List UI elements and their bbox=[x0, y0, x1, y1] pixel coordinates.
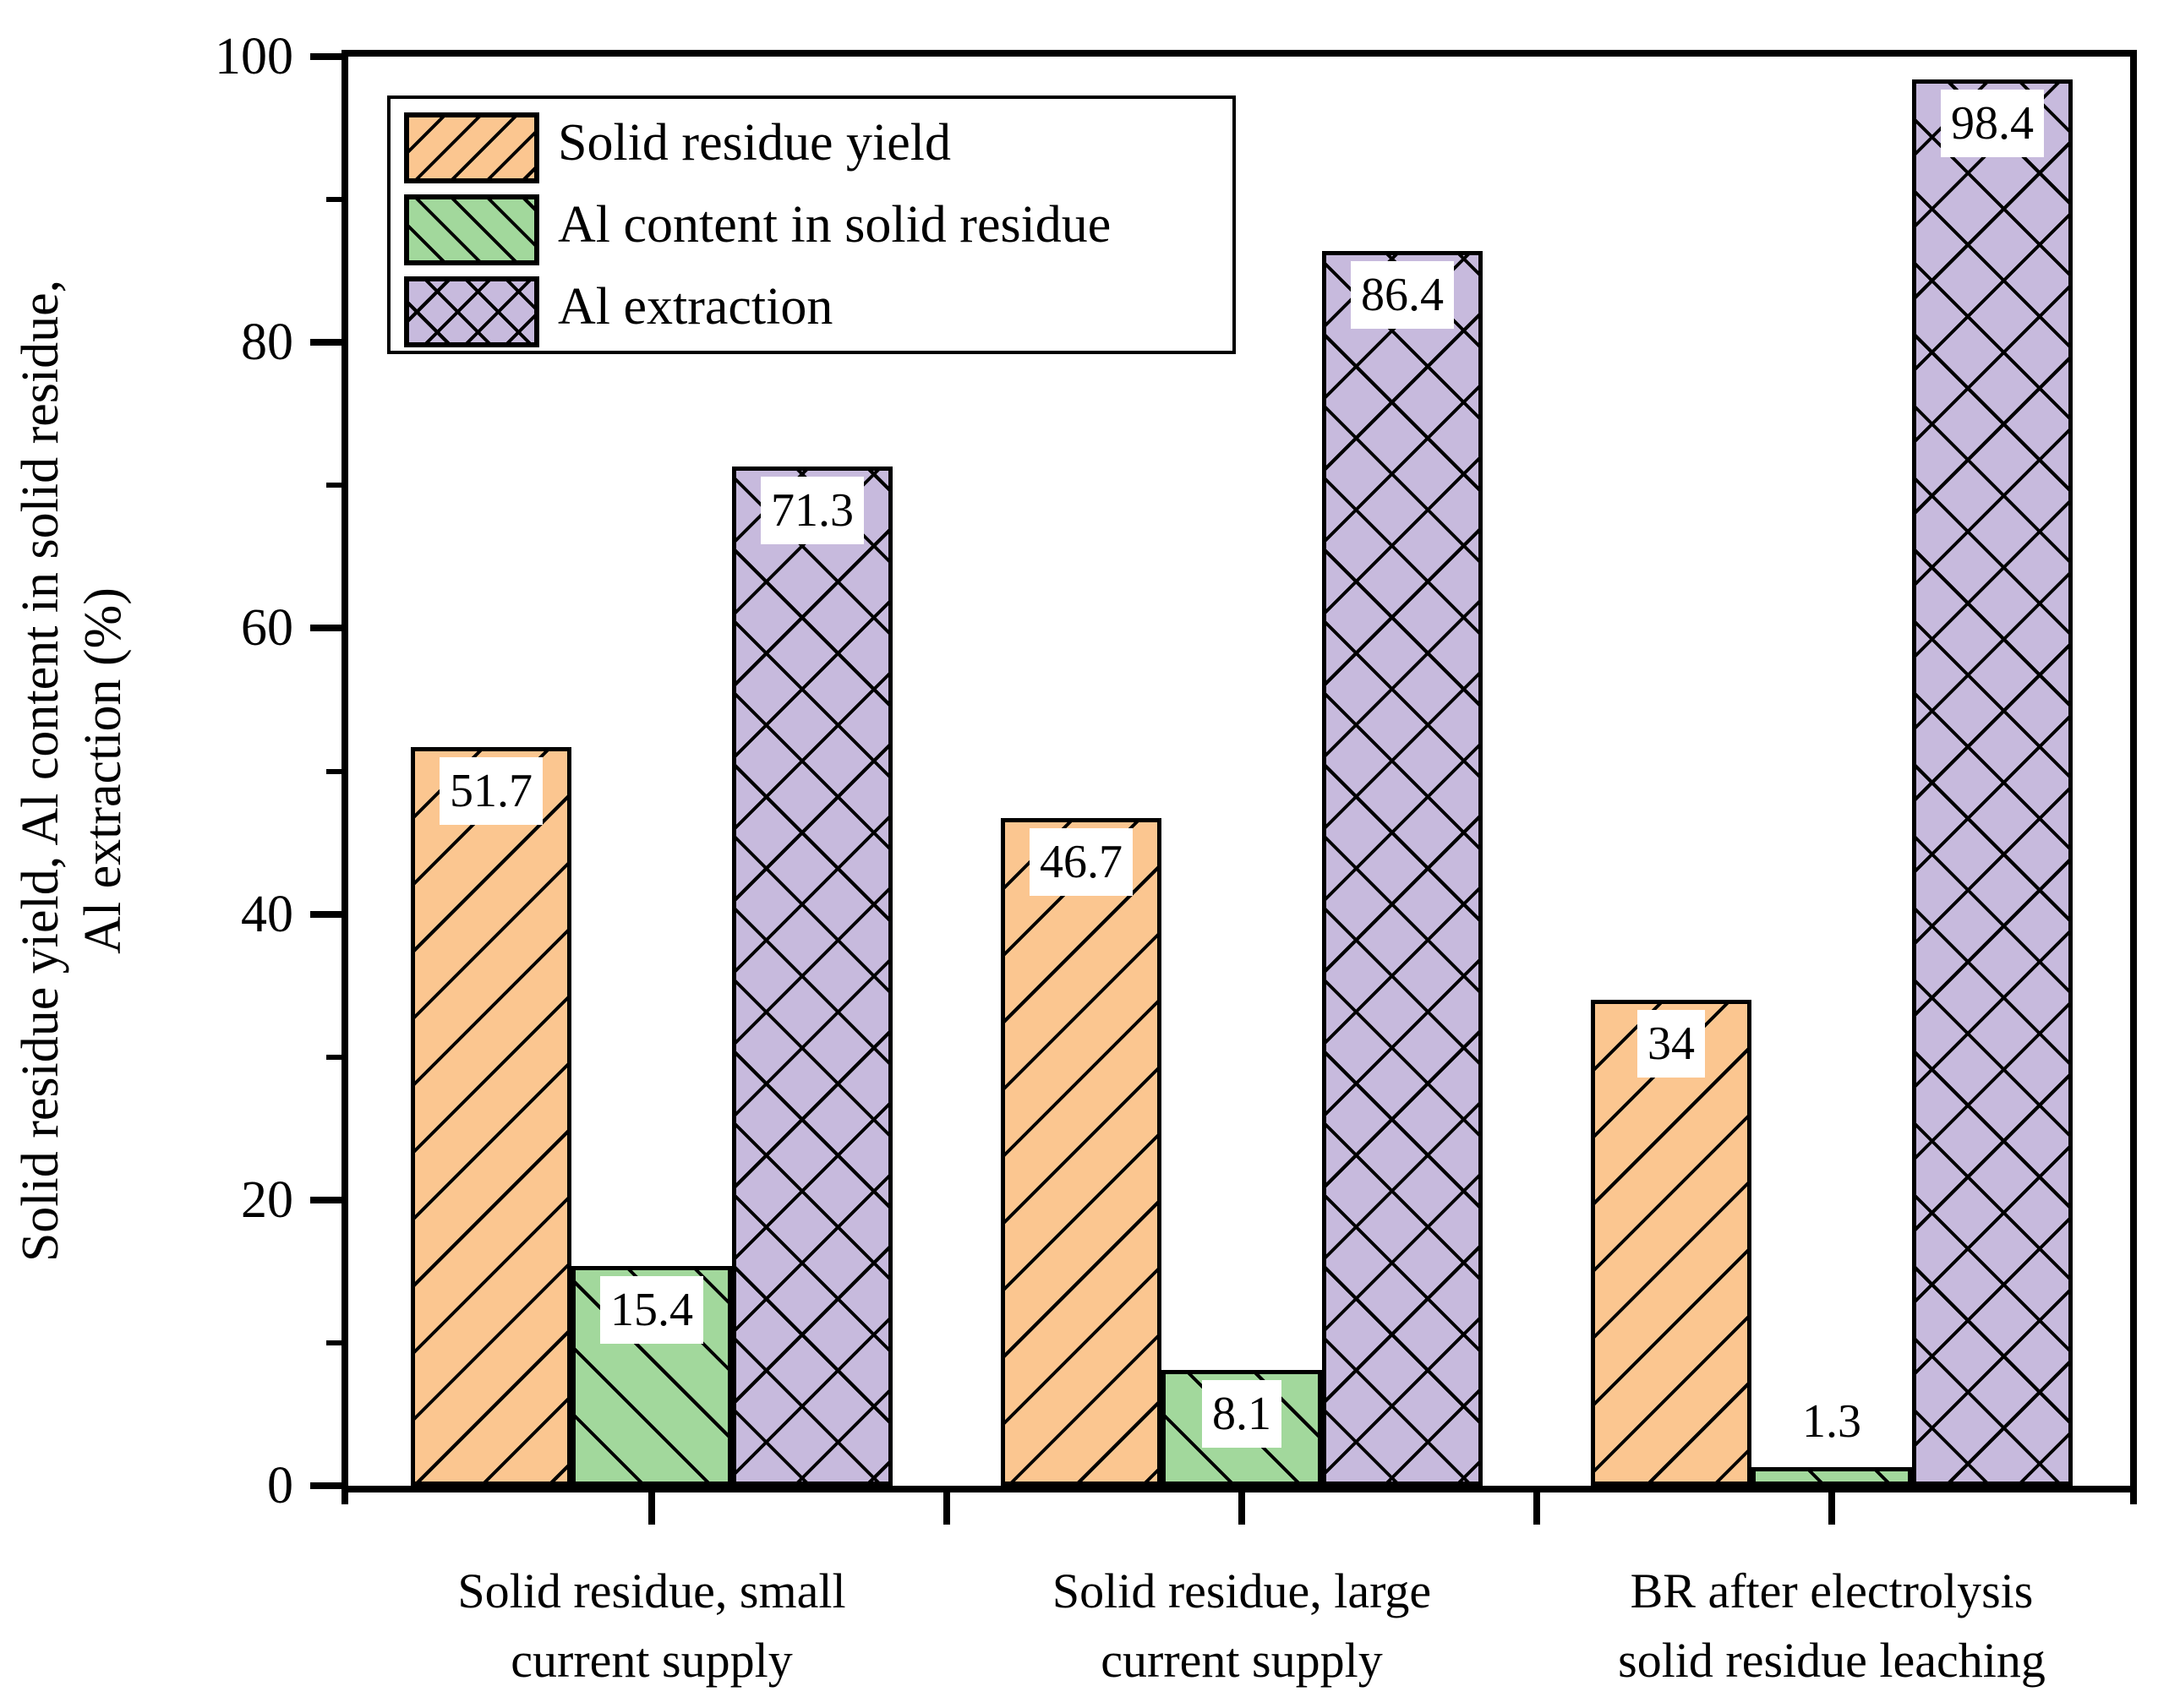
x-category-label: BR after electrolysis solid residue leach… bbox=[1618, 1557, 2046, 1695]
legend-row-3: Al extraction bbox=[404, 276, 1224, 347]
x-category-label-line-1: BR after electrolysis bbox=[1630, 1563, 2034, 1618]
bar-solid-residue-yield-group-3 bbox=[1591, 1000, 1751, 1486]
bar-value-label: 15.4 bbox=[600, 1276, 703, 1344]
bar-solid-residue-yield-group-1 bbox=[411, 747, 571, 1486]
y-major-tick bbox=[310, 625, 341, 631]
bar-value-label: 8.1 bbox=[1202, 1380, 1281, 1448]
legend-row-2: Al content in solid residue bbox=[404, 194, 1224, 265]
x-category-label: Solid residue, small current supply bbox=[457, 1557, 845, 1695]
y-axis-label-line-2: Al extraction (%) bbox=[74, 587, 132, 954]
x-category-label-line-2: solid residue leaching bbox=[1618, 1633, 2046, 1688]
legend-row-1: Solid residue yield bbox=[404, 112, 1224, 183]
y-tick-label: 40 bbox=[241, 886, 293, 943]
legend-label: Solid residue yield bbox=[558, 114, 951, 172]
legend-swatch-cross-icon bbox=[404, 276, 539, 347]
legend-label: Al extraction bbox=[558, 278, 833, 336]
y-tick-label: 60 bbox=[241, 599, 293, 657]
x-category-label-line-1: Solid residue, large bbox=[1052, 1563, 1432, 1618]
y-tick-label: 80 bbox=[241, 314, 293, 371]
y-major-tick bbox=[310, 1197, 341, 1203]
y-axis-label-line-1: Solid residue yield, Al content in solid… bbox=[12, 279, 69, 1263]
bar-solid-residue-yield-group-2 bbox=[1001, 818, 1161, 1486]
x-major-tick bbox=[648, 1492, 655, 1525]
legend-label: Al content in solid residue bbox=[558, 196, 1112, 254]
bar-value-label: 46.7 bbox=[1030, 828, 1133, 896]
bar-al-extraction-group-3 bbox=[1912, 79, 2073, 1486]
x-edge-tick bbox=[341, 1492, 348, 1504]
bar-value-label: 71.3 bbox=[761, 477, 864, 544]
y-minor-tick bbox=[326, 1055, 341, 1060]
x-major-tick bbox=[1238, 1492, 1245, 1525]
bar-al-extraction-group-2 bbox=[1322, 251, 1483, 1486]
x-boundary-tick bbox=[943, 1492, 950, 1525]
y-minor-tick bbox=[326, 1340, 341, 1345]
legend-swatch-fwd-icon bbox=[404, 112, 539, 183]
legend-swatch-back-icon bbox=[404, 194, 539, 265]
x-major-tick bbox=[1828, 1492, 1835, 1525]
y-minor-tick bbox=[326, 197, 341, 202]
x-category-label-line-2: current supply bbox=[511, 1633, 793, 1688]
x-category-label-line-1: Solid residue, small bbox=[457, 1563, 846, 1618]
x-category-label-line-2: current supply bbox=[1101, 1633, 1383, 1688]
legend: Solid residue yield Al content in solid r… bbox=[387, 95, 1236, 354]
bar-al-content-in-solid-residue-group-3 bbox=[1751, 1467, 1912, 1486]
y-tick-label: 100 bbox=[215, 28, 293, 85]
y-major-tick bbox=[310, 911, 341, 918]
bar-value-label: 1.3 bbox=[1792, 1388, 1871, 1455]
y-minor-tick bbox=[326, 769, 341, 774]
x-boundary-tick bbox=[1533, 1492, 1540, 1525]
y-major-tick bbox=[310, 53, 341, 60]
bar-value-label: 86.4 bbox=[1351, 261, 1454, 329]
y-minor-tick bbox=[326, 483, 341, 488]
bar-value-label: 34 bbox=[1637, 1010, 1705, 1078]
y-axis-label: Solid residue yield, Al content in solid… bbox=[9, 280, 134, 1262]
y-major-tick bbox=[310, 339, 341, 346]
bar-value-label: 98.4 bbox=[1941, 90, 2044, 157]
y-major-tick bbox=[310, 1482, 341, 1489]
x-edge-tick bbox=[2130, 1492, 2137, 1504]
y-tick-label: 20 bbox=[241, 1171, 293, 1229]
y-tick-label: 0 bbox=[267, 1457, 293, 1514]
bar-al-extraction-group-1 bbox=[732, 467, 893, 1486]
bar-value-label: 51.7 bbox=[440, 757, 543, 825]
x-category-label: Solid residue, large current supply bbox=[1052, 1557, 1431, 1695]
